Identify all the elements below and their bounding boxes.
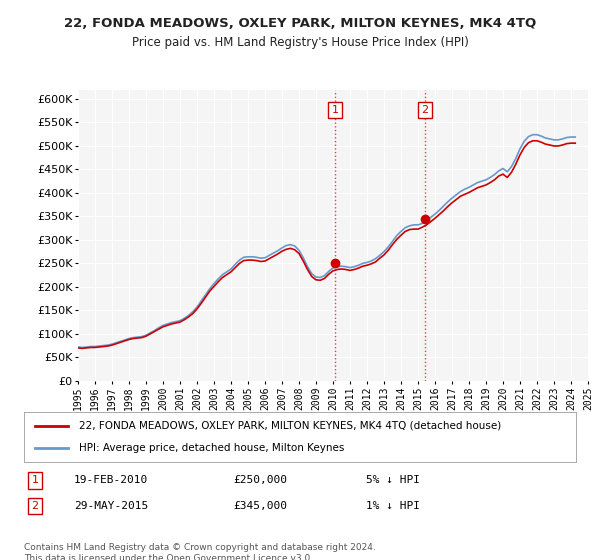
Text: 19-FEB-2010: 19-FEB-2010 <box>74 475 148 485</box>
Text: 22, FONDA MEADOWS, OXLEY PARK, MILTON KEYNES, MK4 4TQ: 22, FONDA MEADOWS, OXLEY PARK, MILTON KE… <box>64 17 536 30</box>
Text: 1% ↓ HPI: 1% ↓ HPI <box>366 501 420 511</box>
Text: £345,000: £345,000 <box>234 501 288 511</box>
Text: 29-MAY-2015: 29-MAY-2015 <box>74 501 148 511</box>
Text: Contains HM Land Registry data © Crown copyright and database right 2024.
This d: Contains HM Land Registry data © Crown c… <box>24 543 376 560</box>
Text: Price paid vs. HM Land Registry's House Price Index (HPI): Price paid vs. HM Land Registry's House … <box>131 36 469 49</box>
Text: 2: 2 <box>421 105 428 115</box>
Text: 2: 2 <box>31 501 38 511</box>
Text: 5% ↓ HPI: 5% ↓ HPI <box>366 475 420 485</box>
Text: 1: 1 <box>332 105 339 115</box>
Text: HPI: Average price, detached house, Milton Keynes: HPI: Average price, detached house, Milt… <box>79 443 344 453</box>
Text: 22, FONDA MEADOWS, OXLEY PARK, MILTON KEYNES, MK4 4TQ (detached house): 22, FONDA MEADOWS, OXLEY PARK, MILTON KE… <box>79 421 502 431</box>
Text: 1: 1 <box>32 475 38 485</box>
Text: £250,000: £250,000 <box>234 475 288 485</box>
